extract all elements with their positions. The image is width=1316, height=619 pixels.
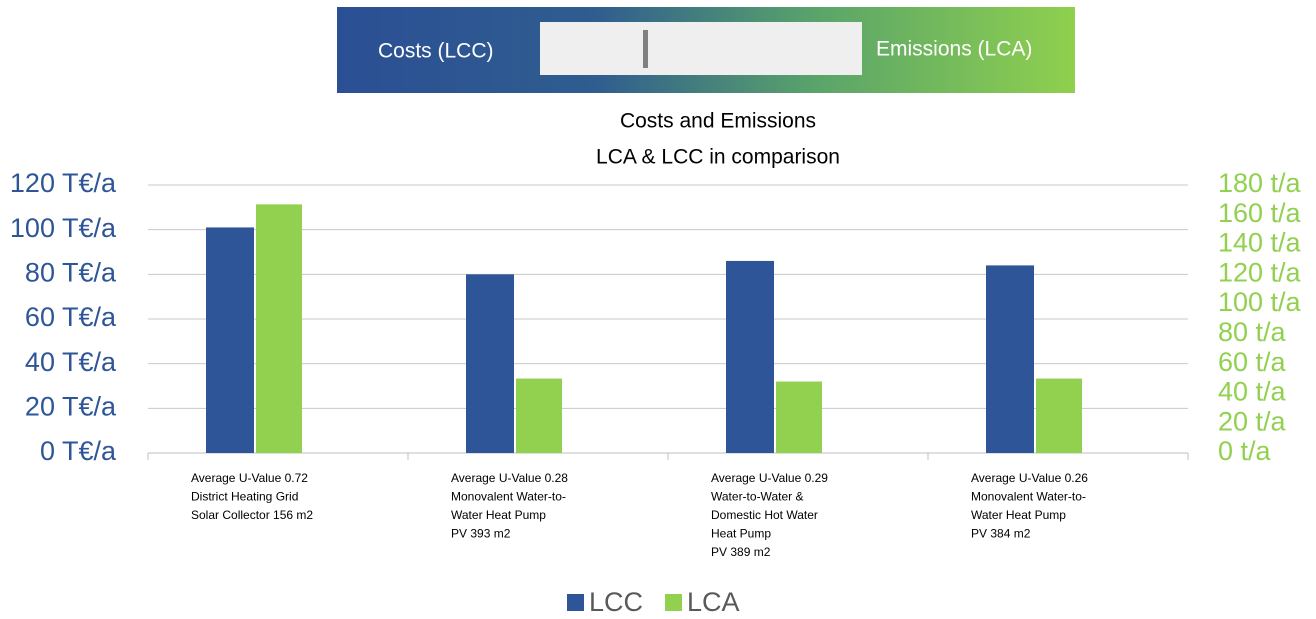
- bar: [516, 378, 562, 453]
- x-tick-label: Heat Pump: [711, 527, 771, 541]
- legend-swatch: [665, 594, 682, 611]
- slider-track[interactable]: [540, 22, 862, 75]
- x-tick-label: Average U-Value 0.26: [971, 471, 1088, 485]
- legend-label: LCC: [589, 587, 643, 617]
- y2-tick-label: 120 t/a: [1218, 257, 1302, 287]
- slider-handle[interactable]: [643, 30, 648, 68]
- bar: [986, 265, 1034, 453]
- y-tick-label: 20 T€/a: [25, 391, 117, 421]
- slider-right-label: Emissions (LCA): [876, 38, 1032, 61]
- x-tick-label: Monovalent Water-to-: [451, 490, 566, 504]
- chart-title: Costs and Emissions: [620, 110, 816, 133]
- x-tick-label: Average U-Value 0.29: [711, 471, 828, 485]
- y2-tick-label: 140 t/a: [1218, 228, 1302, 258]
- bar: [256, 204, 302, 453]
- bar: [776, 381, 822, 453]
- y2-tick-label: 40 t/a: [1218, 377, 1287, 407]
- x-tick-label: PV 384 m2: [971, 527, 1031, 541]
- y2-tick-label: 0 t/a: [1218, 436, 1272, 466]
- y2-tick-label: 20 t/a: [1218, 406, 1287, 436]
- legend-label: LCA: [687, 587, 740, 617]
- y2-tick-label: 180 t/a: [1218, 168, 1302, 198]
- y-tick-label: 120 T€/a: [10, 168, 117, 198]
- y-tick-label: 0 T€/a: [40, 436, 117, 466]
- x-tick-label: Solar Collector 156 m2: [191, 508, 313, 522]
- x-tick-label: Average U-Value 0.28: [451, 471, 568, 485]
- x-tick-label: Water-to-Water &: [711, 490, 803, 504]
- y2-tick-label: 100 t/a: [1218, 287, 1302, 317]
- y-tick-label: 100 T€/a: [10, 213, 117, 243]
- y2-tick-label: 160 t/a: [1218, 198, 1302, 228]
- x-tick-label: Water Heat Pump: [971, 508, 1066, 522]
- bar: [726, 260, 774, 453]
- x-tick-label: District Heating Grid: [191, 490, 298, 504]
- x-tick-label: PV 393 m2: [451, 527, 511, 541]
- y2-tick-label: 60 t/a: [1218, 347, 1287, 377]
- bar: [466, 274, 514, 453]
- slider-left-label: Costs (LCC): [378, 40, 494, 63]
- y-tick-label: 80 T€/a: [25, 257, 117, 287]
- x-tick-label: Water Heat Pump: [451, 508, 546, 522]
- y-tick-label: 40 T€/a: [25, 347, 117, 377]
- y2-tick-label: 80 t/a: [1218, 317, 1287, 347]
- bar: [206, 227, 254, 453]
- bar: [1036, 378, 1082, 453]
- x-tick-label: Average U-Value 0.72: [191, 471, 308, 485]
- x-tick-label: Monovalent Water-to-: [971, 490, 1086, 504]
- chart-title: LCA & LCC in comparison: [596, 146, 840, 169]
- x-tick-label: Domestic Hot Water: [711, 508, 818, 522]
- y-tick-label: 60 T€/a: [25, 302, 117, 332]
- legend-swatch: [567, 594, 584, 611]
- x-tick-label: PV 389 m2: [711, 545, 771, 559]
